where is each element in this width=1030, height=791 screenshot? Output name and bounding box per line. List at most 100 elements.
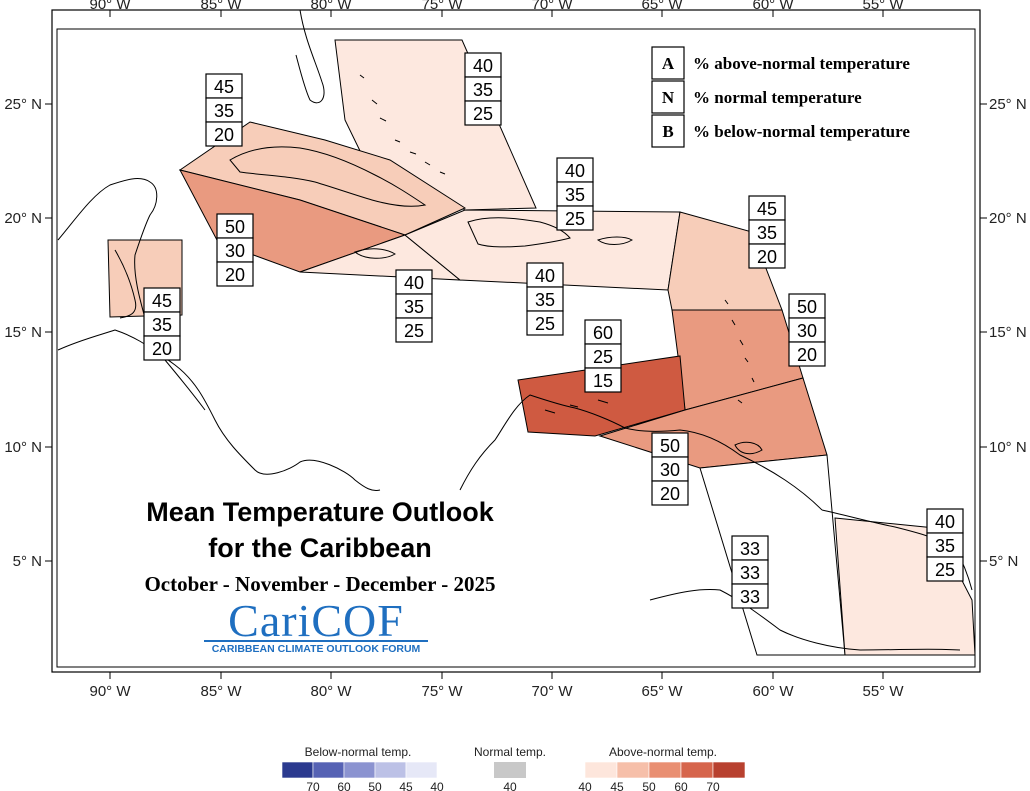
coast-hispaniola xyxy=(467,217,571,248)
colorbar-above-swatch xyxy=(616,761,650,779)
lon-tick-label: 55° W xyxy=(862,0,904,13)
lat-tick-label: 15° N xyxy=(989,324,1027,341)
colorbar-above-swatch xyxy=(584,761,618,779)
prob-above-value: 33 xyxy=(740,539,760,559)
lon-tick-label: 75° W xyxy=(421,0,463,13)
colorbar-above-tick: 60 xyxy=(674,780,688,791)
coast-south-america-interior xyxy=(649,589,961,651)
coast-bahamas-islands xyxy=(359,74,446,175)
probability-box: 45 35 20 xyxy=(143,287,181,361)
colorbar-above-label: Above-normal temp. xyxy=(609,745,717,759)
colorbar-above-tick: 50 xyxy=(642,780,656,791)
prob-normal-value: 35 xyxy=(473,80,493,100)
colorbar-above-tick: 40 xyxy=(578,780,592,791)
coast-abc-islands xyxy=(544,399,609,414)
prob-normal-value: 35 xyxy=(757,223,777,243)
prob-below-value: 25 xyxy=(535,314,555,334)
colorbar-below-tick: 60 xyxy=(337,780,351,791)
colorbar-below-tick: 70 xyxy=(306,780,320,791)
prob-below-value: 15 xyxy=(593,371,613,391)
probability-box: 50 30 20 xyxy=(216,213,254,287)
key-description: % below-normal temperature xyxy=(693,122,910,141)
colorbar-above-swatch xyxy=(712,761,746,779)
lat-tick-label: 10° N xyxy=(989,439,1027,456)
prob-normal-value: 30 xyxy=(660,460,680,480)
colorbar-normal-label: Normal temp. xyxy=(474,745,546,759)
prob-below-value: 20 xyxy=(152,339,172,359)
probability-box: 60 25 15 xyxy=(584,319,622,393)
lat-tick-label: 10° N xyxy=(4,439,42,456)
prob-above-value: 45 xyxy=(152,291,172,311)
coast-guianas xyxy=(821,509,973,591)
lat-tick-label: 5° N xyxy=(989,553,1018,570)
prob-normal-value: 30 xyxy=(797,321,817,341)
prob-above-value: 50 xyxy=(225,217,245,237)
coast-lesser-antilles xyxy=(724,299,755,404)
region-abc-islands xyxy=(517,355,686,437)
prob-normal-value: 35 xyxy=(535,290,555,310)
coast-cuba xyxy=(229,146,427,207)
lon-tick-label: 55° W xyxy=(862,683,904,700)
lon-tick-label: 90° W xyxy=(89,683,131,700)
prob-below-value: 20 xyxy=(214,125,234,145)
coast-trinidad xyxy=(734,441,763,455)
probability-box: 40 35 25 xyxy=(464,52,502,126)
key-letter: A xyxy=(662,54,675,73)
prob-normal-value: 35 xyxy=(935,536,955,556)
prob-below-value: 33 xyxy=(740,587,760,607)
colorbar: Below-normal temp. Normal temp. Above-no… xyxy=(281,745,746,791)
probability-box: 40 35 25 xyxy=(395,269,433,343)
coast-belize xyxy=(114,249,137,319)
prob-above-value: 45 xyxy=(214,77,234,97)
lon-tick-label: 85° W xyxy=(200,683,242,700)
colorbar-below-swatch xyxy=(312,761,345,779)
coast-mexico-west xyxy=(57,329,206,411)
lat-tick-label: 5° N xyxy=(13,553,42,570)
coastlines xyxy=(57,9,973,651)
prob-below-value: 20 xyxy=(797,345,817,365)
prob-above-value: 40 xyxy=(565,161,585,181)
colorbar-below-swatch xyxy=(343,761,376,779)
lon-tick-label: 75° W xyxy=(421,683,463,700)
lon-tick-label: 65° W xyxy=(641,683,683,700)
colorbar-below-swatch xyxy=(405,761,438,779)
colorbar-below-swatch xyxy=(374,761,407,779)
lon-tick-label: 90° W xyxy=(89,0,131,13)
probability-box: 40 35 25 xyxy=(926,508,964,582)
lat-tick-label: 20° N xyxy=(989,210,1027,227)
prob-normal-value: 30 xyxy=(225,241,245,261)
prob-below-value: 20 xyxy=(757,247,777,267)
coast-florida xyxy=(295,9,325,104)
key-letter: N xyxy=(662,88,675,107)
prob-above-value: 40 xyxy=(473,56,493,76)
prob-normal-value: 35 xyxy=(565,185,585,205)
lat-tick-label: 25° N xyxy=(4,96,42,113)
lon-tick-label: 70° W xyxy=(531,683,573,700)
colorbar-above-swatch xyxy=(680,761,714,779)
lat-tick-label: 25° N xyxy=(989,96,1027,113)
key-letter: B xyxy=(662,122,673,141)
colorbar-above-tick: 70 xyxy=(706,780,720,791)
prob-below-value: 25 xyxy=(404,321,424,341)
prob-below-value: 20 xyxy=(660,484,680,504)
prob-above-value: 60 xyxy=(593,323,613,343)
lon-tick-label: 60° W xyxy=(752,0,794,13)
prob-below-value: 25 xyxy=(473,104,493,124)
logo-wordmark: CariCOF xyxy=(228,595,404,646)
prob-above-value: 40 xyxy=(535,266,555,286)
logo-subtitle: CARIBBEAN CLIMATE OUTLOOK FORUM xyxy=(211,643,421,655)
lon-tick-label: 65° W xyxy=(641,0,683,13)
longitude-ticks-bottom: 90° W 85° W 80° W 75° W 70° W 65° W 60° W 55° W xyxy=(89,672,904,700)
latitude-ticks-left: 25° N 20° N 15° N 10° N 5° N xyxy=(4,96,52,570)
prob-above-value: 40 xyxy=(935,512,955,532)
prob-normal-value: 35 xyxy=(214,101,234,121)
prob-above-value: 50 xyxy=(660,436,680,456)
key-description: % above-normal temperature xyxy=(693,54,910,73)
colorbar-below-tick: 40 xyxy=(430,780,444,791)
map-title-line2: for the Caribbean xyxy=(208,533,432,563)
prob-normal-value: 35 xyxy=(152,315,172,335)
colorbar-below-swatch xyxy=(281,761,314,779)
colorbar-below-tick: 45 xyxy=(399,780,413,791)
lon-tick-label: 70° W xyxy=(531,0,573,13)
